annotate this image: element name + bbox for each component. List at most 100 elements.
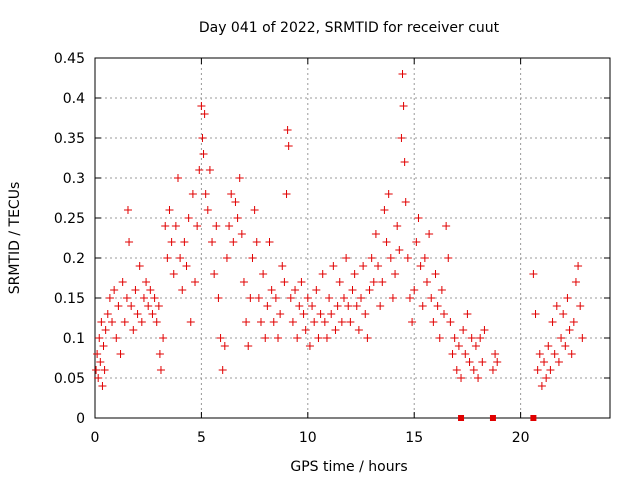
data-point xyxy=(533,366,542,374)
data-point xyxy=(122,294,131,302)
data-point xyxy=(544,342,553,350)
data-point xyxy=(571,278,580,286)
data-point xyxy=(459,326,468,334)
data-point xyxy=(337,318,346,326)
data-point xyxy=(461,350,470,358)
x-tick-label: 20 xyxy=(512,430,530,446)
data-point xyxy=(376,302,385,310)
data-point xyxy=(103,310,112,318)
data-point xyxy=(425,230,434,238)
data-point xyxy=(561,342,570,350)
data-point xyxy=(98,382,107,390)
data-point xyxy=(454,342,463,350)
data-point xyxy=(554,358,563,366)
data-point xyxy=(94,374,103,382)
data-point xyxy=(467,334,476,342)
data-point xyxy=(129,326,138,334)
data-point xyxy=(384,190,393,198)
data-point xyxy=(112,334,121,342)
data-point xyxy=(395,246,404,254)
data-point xyxy=(186,318,195,326)
data-point xyxy=(225,222,234,230)
data-point xyxy=(139,294,148,302)
data-point xyxy=(416,262,425,270)
data-point xyxy=(314,334,323,342)
data-point xyxy=(291,286,300,294)
data-point xyxy=(278,262,287,270)
data-point xyxy=(239,278,248,286)
data-point xyxy=(167,238,176,246)
data-point xyxy=(244,342,253,350)
data-point xyxy=(312,286,321,294)
data-point xyxy=(133,310,142,318)
data-point xyxy=(476,334,485,342)
data-point xyxy=(163,254,172,262)
data-point xyxy=(182,262,191,270)
data-point xyxy=(261,334,270,342)
data-point xyxy=(237,230,246,238)
data-point xyxy=(535,350,544,358)
data-point xyxy=(271,294,280,302)
x-tick-label: 15 xyxy=(405,430,423,446)
data-point xyxy=(350,270,359,278)
data-point xyxy=(252,238,261,246)
data-point xyxy=(176,254,185,262)
data-point xyxy=(282,190,291,198)
data-point xyxy=(410,286,419,294)
data-point xyxy=(322,334,331,342)
data-point xyxy=(567,350,576,358)
data-point xyxy=(146,286,155,294)
data-point xyxy=(118,278,127,286)
data-point xyxy=(335,278,344,286)
data-point xyxy=(550,350,559,358)
data-point xyxy=(316,310,325,318)
data-point xyxy=(440,310,449,318)
data-point xyxy=(135,262,144,270)
data-point xyxy=(197,102,206,110)
data-point xyxy=(380,206,389,214)
data-point xyxy=(352,302,361,310)
data-point xyxy=(214,294,223,302)
data-point xyxy=(95,334,104,342)
data-point xyxy=(418,302,427,310)
data-point xyxy=(308,302,317,310)
data-point xyxy=(97,318,106,326)
data-point xyxy=(161,222,170,230)
data-point xyxy=(142,278,151,286)
data-point xyxy=(405,294,414,302)
data-point xyxy=(318,270,327,278)
data-point xyxy=(391,270,400,278)
data-point xyxy=(205,166,214,174)
chart-title: Day 041 of 2022, SRMTID for receiver cuu… xyxy=(199,20,500,36)
data-point xyxy=(488,366,497,374)
data-point xyxy=(259,270,268,278)
data-point xyxy=(123,206,132,214)
y-tick-label: 0.35 xyxy=(54,131,85,147)
data-point xyxy=(280,278,289,286)
data-point xyxy=(265,238,274,246)
data-point xyxy=(529,270,538,278)
x-tick-label: 0 xyxy=(91,430,100,446)
data-point xyxy=(369,278,378,286)
data-point xyxy=(344,302,353,310)
data-point xyxy=(346,318,355,326)
data-point xyxy=(171,222,180,230)
data-point xyxy=(401,198,410,206)
data-point xyxy=(457,374,466,382)
y-tick-label: 0.3 xyxy=(63,171,85,187)
data-point xyxy=(274,334,283,342)
data-point xyxy=(427,294,436,302)
data-point xyxy=(156,366,165,374)
data-point xyxy=(188,190,197,198)
data-point xyxy=(150,294,159,302)
data-point xyxy=(531,310,540,318)
data-point xyxy=(474,374,483,382)
data-point xyxy=(305,342,314,350)
data-point xyxy=(444,254,453,262)
data-point xyxy=(429,318,438,326)
data-point xyxy=(154,302,163,310)
data-point xyxy=(342,254,351,262)
data-point xyxy=(242,318,251,326)
data-point xyxy=(120,318,129,326)
